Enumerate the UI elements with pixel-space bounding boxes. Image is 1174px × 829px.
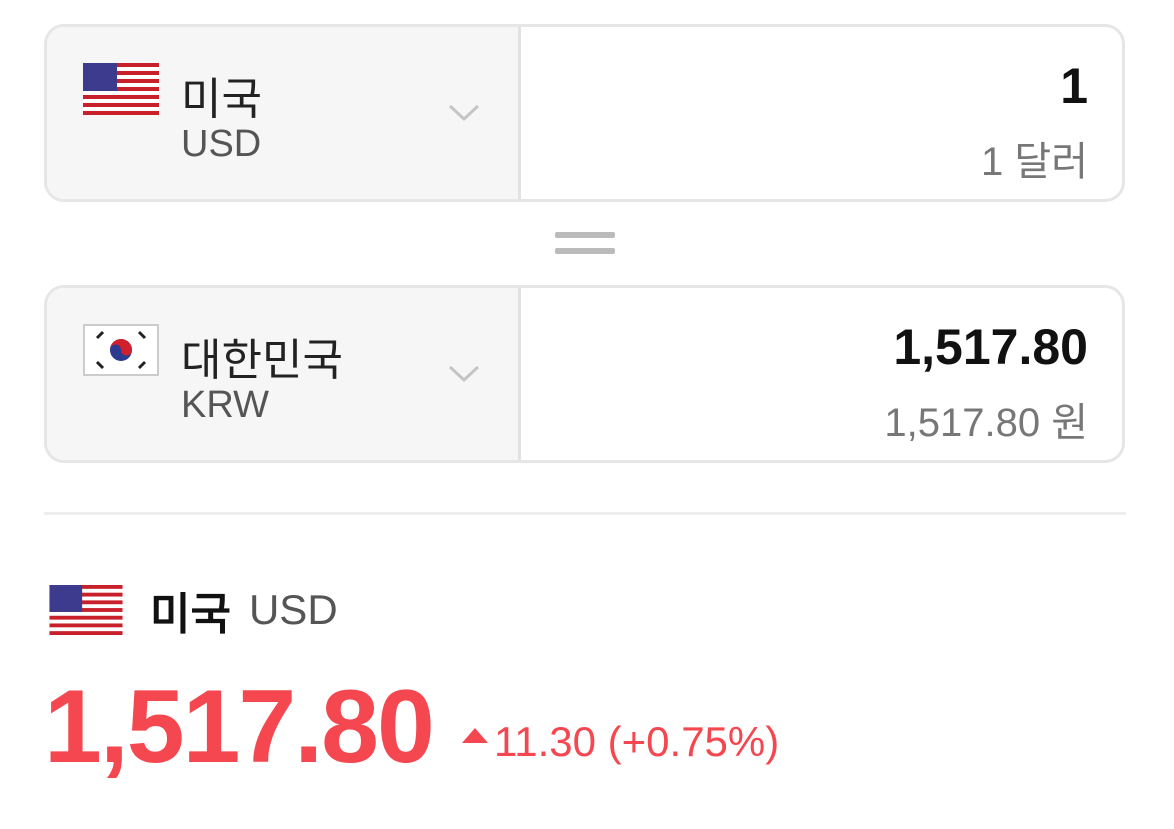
to-country-name: 대한민국 bbox=[181, 336, 343, 385]
from-amount-text: 1 달러 bbox=[981, 140, 1088, 184]
chevron-down-icon bbox=[448, 365, 480, 383]
divider bbox=[44, 512, 1126, 515]
from-currency-selector[interactable]: 미국 USD bbox=[47, 27, 521, 199]
to-amount-input[interactable]: 1,517.80 1,517.80 원 bbox=[521, 288, 1122, 460]
from-currency-code: USD bbox=[181, 123, 262, 165]
rate-header: 미국 USD bbox=[48, 578, 338, 642]
from-amount-input[interactable]: 1 1 달러 bbox=[521, 27, 1122, 199]
rate-currency-code: USD bbox=[248, 586, 338, 633]
to-currency-selector[interactable]: 대한민국 KRW bbox=[47, 288, 521, 460]
rate-change-text: 11.30 (+0.75%) bbox=[494, 718, 780, 765]
kr-flag-icon bbox=[83, 324, 159, 376]
to-currency-row: 대한민국 KRW 1,517.80 1,517.80 원 bbox=[44, 285, 1125, 463]
triangle-up-icon bbox=[462, 727, 488, 743]
to-amount-text: 1,517.80 원 bbox=[884, 401, 1088, 445]
rate-change: 11.30 (+0.75%) bbox=[462, 718, 779, 766]
us-flag-icon bbox=[83, 63, 159, 115]
chevron-down-icon bbox=[448, 104, 480, 122]
from-currency-row: 미국 USD 1 1 달러 bbox=[44, 24, 1125, 202]
from-country-name: 미국 bbox=[181, 75, 262, 124]
to-currency-code: KRW bbox=[181, 384, 269, 426]
exchange-rate-value: 1,517.80 bbox=[44, 669, 435, 785]
rate-country-name: 미국 bbox=[150, 590, 231, 639]
to-amount-value: 1,517.80 bbox=[893, 319, 1088, 375]
from-amount-value: 1 bbox=[1060, 58, 1088, 114]
us-flag-icon bbox=[48, 585, 124, 635]
